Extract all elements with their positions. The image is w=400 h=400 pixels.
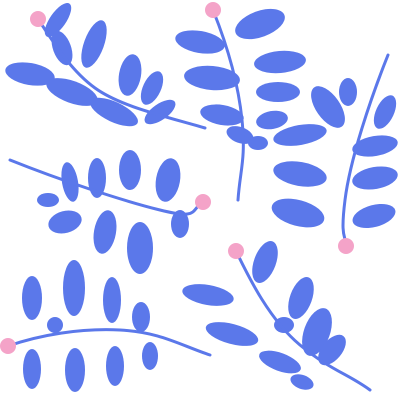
- leaf: [81, 20, 107, 68]
- leaf: [103, 277, 121, 323]
- leaf: [339, 78, 357, 106]
- stem: [6, 328, 212, 357]
- leaf: [44, 2, 72, 38]
- sprig-middle-left: [8, 150, 211, 274]
- leaf: [93, 210, 117, 254]
- leaf: [119, 150, 141, 190]
- leaf: [37, 193, 59, 207]
- leaf: [106, 346, 124, 386]
- stem: [8, 158, 205, 216]
- leaf: [273, 161, 327, 187]
- leaf: [22, 276, 42, 320]
- leaf: [259, 350, 301, 374]
- leaf: [252, 240, 278, 284]
- sprig-bottom-right: [182, 240, 372, 392]
- leaf: [47, 317, 63, 333]
- leaf: [273, 124, 327, 146]
- stem: [234, 249, 372, 392]
- leaf: [48, 210, 82, 234]
- leaf: [248, 136, 268, 150]
- leaf: [88, 158, 106, 198]
- leaf: [226, 126, 254, 144]
- leaf: [290, 374, 314, 390]
- leaf: [352, 203, 396, 229]
- leaf: [142, 342, 158, 370]
- leaf: [205, 322, 259, 346]
- leaf: [256, 110, 288, 130]
- leaf: [200, 104, 244, 126]
- leaf: [144, 99, 176, 125]
- berry: [0, 338, 16, 354]
- leaf: [132, 302, 150, 332]
- leaf: [51, 30, 73, 66]
- leaf: [182, 284, 234, 306]
- leaf: [140, 71, 164, 105]
- leaf: [254, 50, 306, 74]
- leaf: [46, 78, 98, 106]
- leaf: [184, 65, 240, 91]
- sprig-top-left: [5, 2, 207, 130]
- berry: [338, 238, 354, 254]
- leaf: [271, 198, 325, 228]
- leaf: [23, 349, 41, 389]
- leaf: [118, 54, 142, 96]
- leaf: [352, 166, 398, 190]
- leaf: [352, 135, 398, 157]
- sprig-top-center: [175, 2, 306, 202]
- stem: [341, 53, 390, 248]
- leaf: [155, 158, 181, 202]
- leaf: [274, 317, 294, 333]
- sprig-bottom-left: [0, 260, 212, 392]
- leaf: [311, 86, 345, 128]
- leaf: [235, 8, 285, 40]
- leaf: [256, 82, 300, 102]
- leaf: [5, 62, 55, 86]
- stem: [36, 17, 207, 130]
- leaf: [171, 210, 189, 238]
- leaf: [90, 97, 138, 127]
- berry: [30, 11, 46, 27]
- sprig-right: [271, 53, 398, 254]
- leaf: [373, 95, 397, 129]
- berry: [228, 243, 244, 259]
- leaf: [288, 276, 314, 320]
- leaf: [318, 334, 346, 366]
- berry: [195, 194, 211, 210]
- leaf: [127, 222, 153, 274]
- stem: [211, 8, 245, 202]
- berry: [205, 2, 221, 18]
- leaf: [65, 348, 85, 392]
- leaf: [63, 260, 85, 316]
- leaf: [175, 30, 225, 54]
